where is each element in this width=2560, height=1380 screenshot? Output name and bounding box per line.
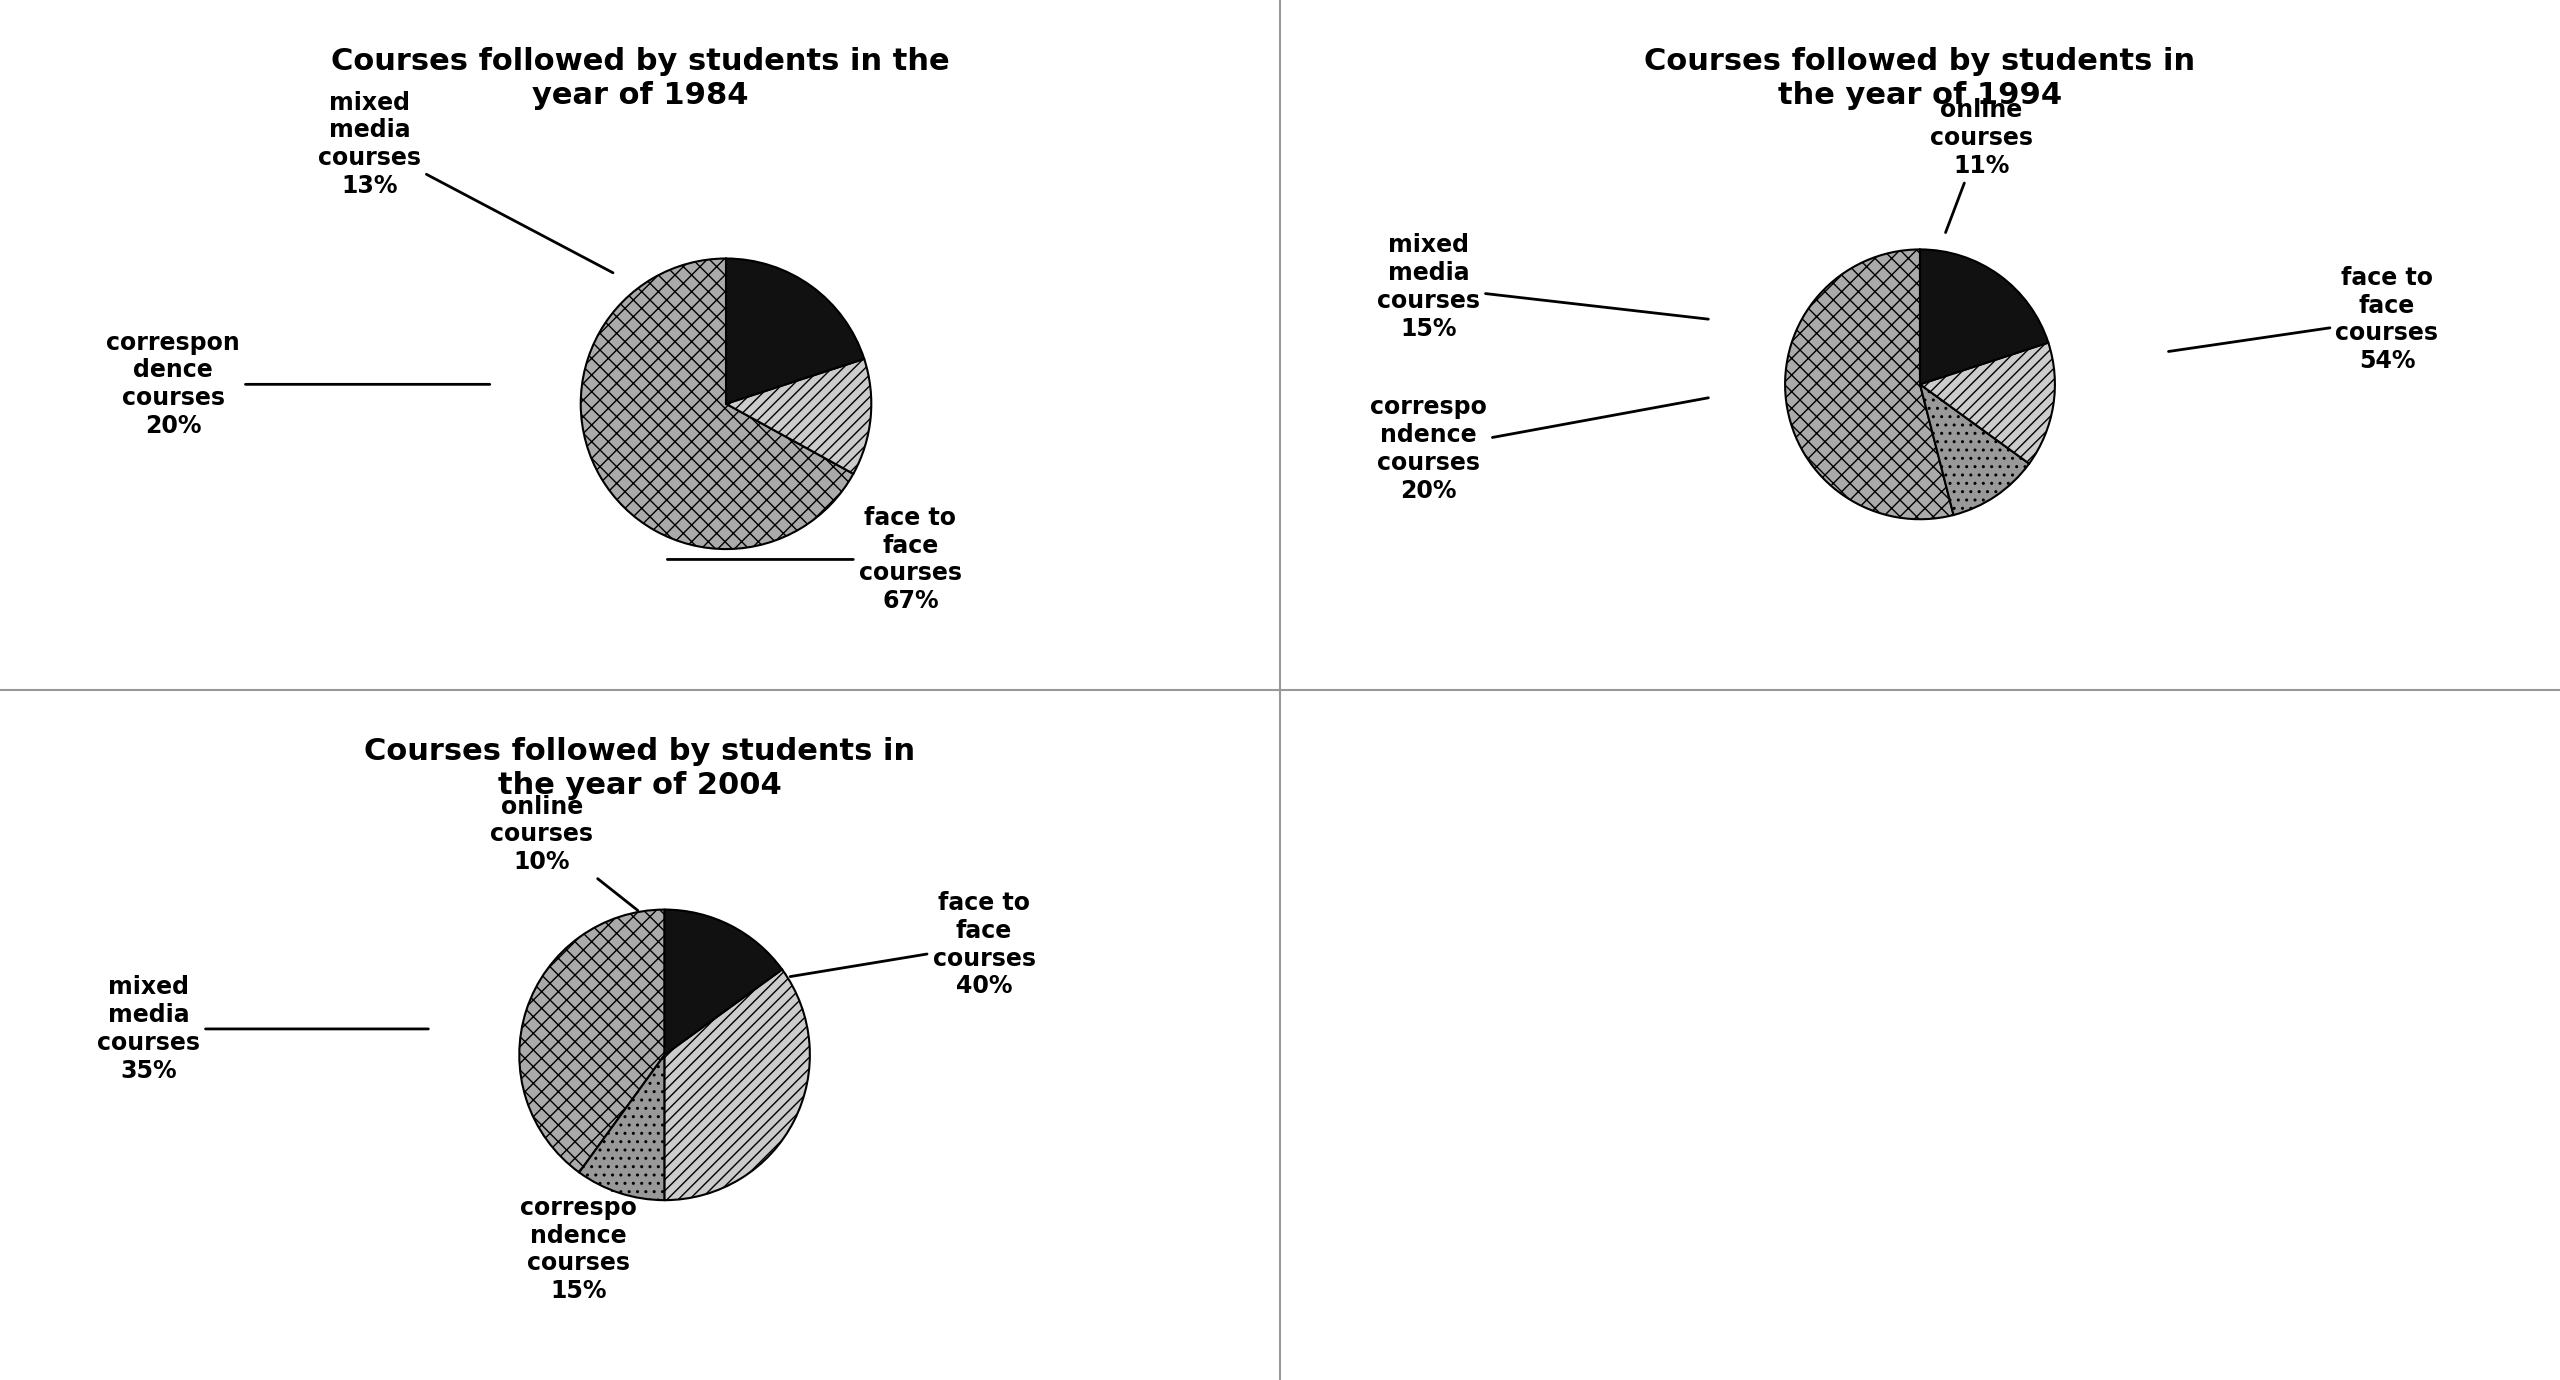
Text: Courses followed by students in
the year of 2004: Courses followed by students in the year… <box>364 737 916 799</box>
Text: mixed
media
courses
15%: mixed media courses 15% <box>1377 233 1708 341</box>
Text: face to
face
courses
40%: face to face courses 40% <box>791 891 1037 998</box>
Text: online
courses
10%: online courses 10% <box>489 795 637 911</box>
Text: mixed
media
courses
35%: mixed media courses 35% <box>97 976 428 1083</box>
Text: face to
face
courses
67%: face to face courses 67% <box>668 505 963 613</box>
Text: correspo
ndence
courses
20%: correspo ndence courses 20% <box>1370 396 1708 502</box>
Text: Courses followed by students in the
year of 1984: Courses followed by students in the year… <box>330 47 950 109</box>
Text: Courses followed by students in
the year of 1994: Courses followed by students in the year… <box>1644 47 2196 109</box>
Text: correspon
dence
courses
20%: correspon dence courses 20% <box>105 331 489 437</box>
Text: online
courses
11%: online courses 11% <box>1930 98 2033 233</box>
Text: face to
face
courses
54%: face to face courses 54% <box>2168 266 2440 373</box>
Text: mixed
media
courses
13%: mixed media courses 13% <box>317 91 612 273</box>
Text: correspo
ndence
courses
15%: correspo ndence courses 15% <box>520 1187 637 1303</box>
